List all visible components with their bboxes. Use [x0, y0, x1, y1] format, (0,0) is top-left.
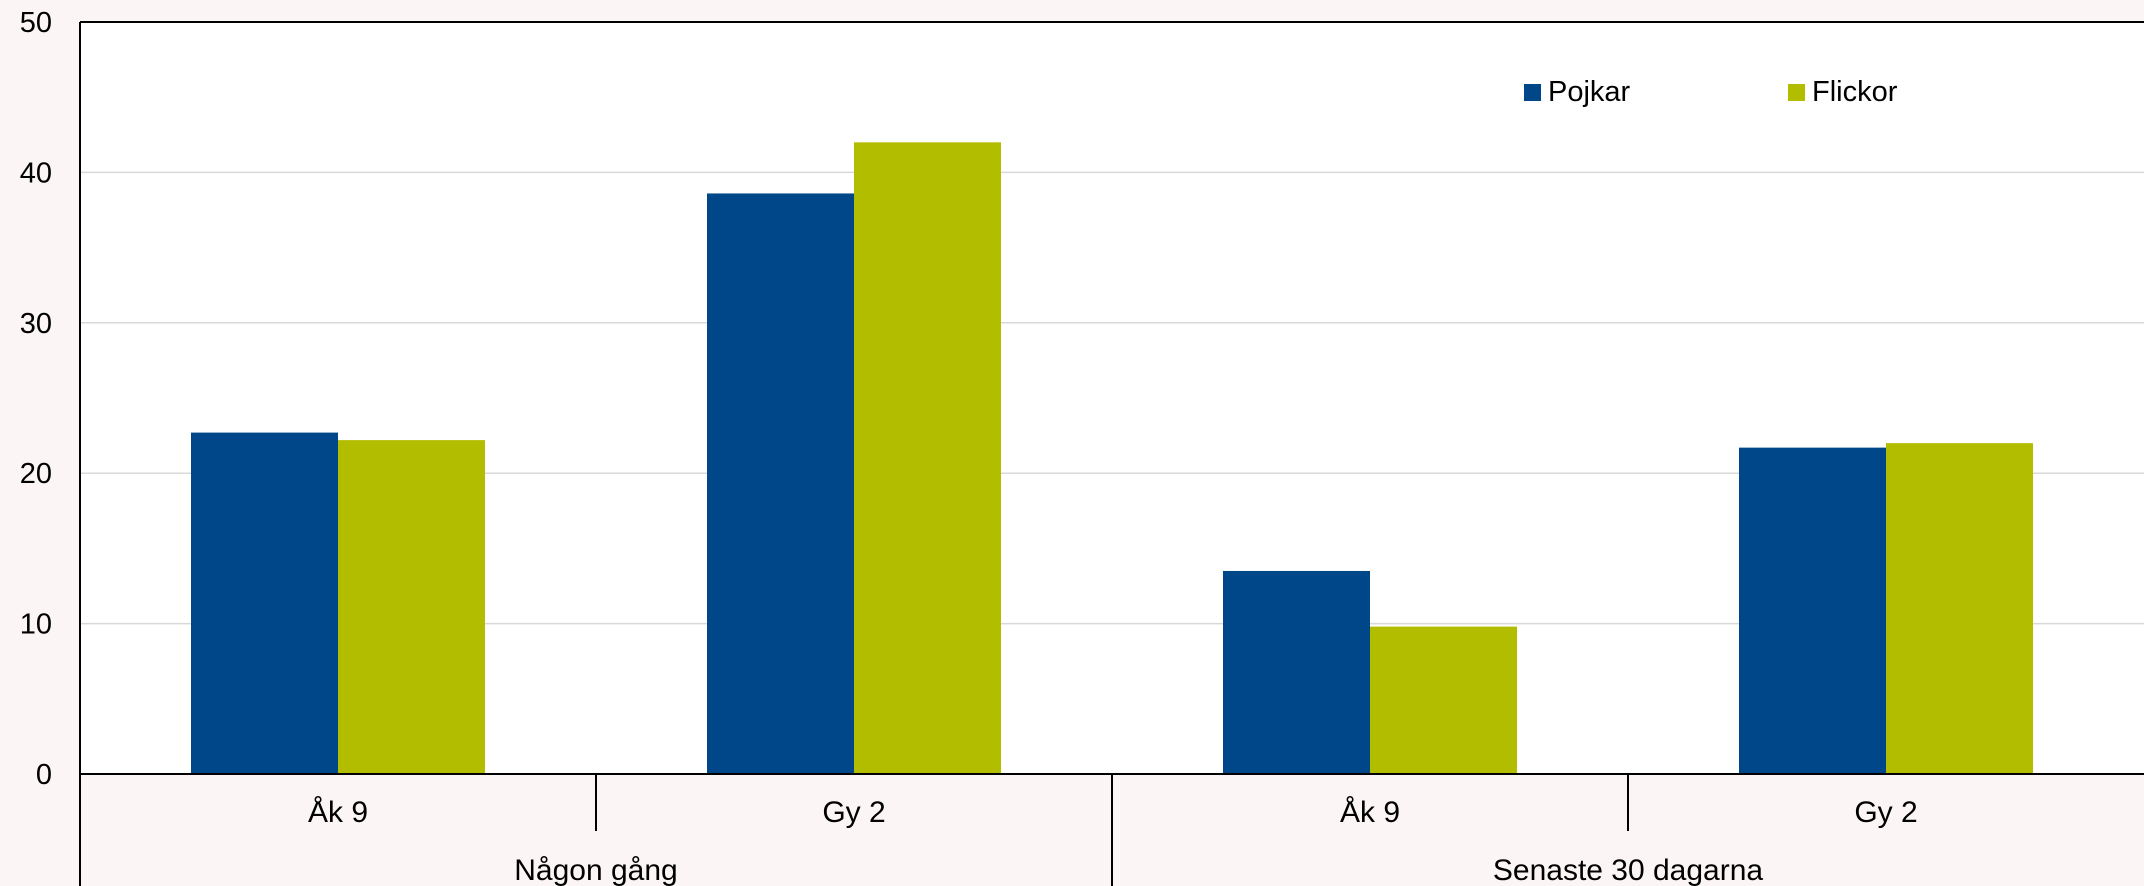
x-category-label: Gy 2 [1854, 796, 1917, 829]
bar-flickor-3 [1370, 626, 1517, 774]
legend-label-flickor: Flickor [1812, 76, 1898, 108]
y-tick-label: 10 [20, 609, 52, 641]
bar-pojkar-4 [1739, 447, 1886, 774]
y-tick-labels: 0 10 20 30 40 50 [20, 7, 52, 791]
bar-pojkar-3 [1223, 570, 1370, 774]
y-tick-label: 40 [20, 157, 52, 189]
bar-pojkar-1 [191, 432, 338, 774]
y-tick-label: 0 [36, 759, 52, 791]
bar-flickor-1 [338, 440, 485, 774]
legend-swatch-pojkar [1524, 84, 1541, 101]
bar-flickor-4 [1886, 443, 2033, 774]
y-tick-label: 20 [20, 458, 52, 490]
axes [79, 21, 2144, 886]
bar-pojkar-2 [707, 193, 854, 774]
x-group-label: Senaste 30 dagarna [1493, 854, 1764, 886]
bars [191, 142, 2033, 774]
legend-swatch-flickor [1788, 84, 1805, 101]
x-category-label: Gy 2 [822, 796, 885, 829]
x-group-label: Någon gång [514, 854, 677, 886]
x-category-labels: Åk 9 Gy 2 Åk 9 Gy 2 [308, 796, 1918, 829]
bar-flickor-2 [854, 142, 1001, 774]
legend-label-pojkar: Pojkar [1548, 76, 1631, 108]
y-tick-label: 30 [20, 308, 52, 340]
legend: Pojkar Flickor [1524, 76, 1898, 108]
x-category-label: Åk 9 [308, 796, 368, 829]
y-tick-label: 50 [20, 7, 52, 39]
x-category-label: Åk 9 [1340, 796, 1400, 829]
x-group-labels: Någon gång Senaste 30 dagarna [514, 854, 1763, 886]
